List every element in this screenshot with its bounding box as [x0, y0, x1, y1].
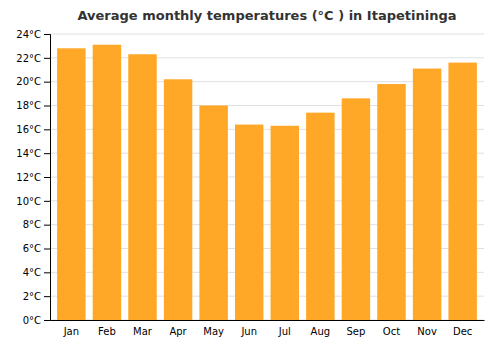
y-tick-label: 22°C: [16, 53, 41, 64]
y-tick-label: 14°C: [16, 148, 41, 159]
bars: [57, 45, 477, 320]
y-tick-label: 16°C: [16, 124, 41, 135]
y-tick-mark: [44, 82, 50, 83]
bar: [164, 79, 192, 320]
grid-line: [50, 34, 484, 35]
x-tick-label: Oct: [383, 326, 400, 337]
bar: [413, 69, 441, 320]
y-tick-mark: [44, 201, 50, 202]
y-tick-mark: [44, 177, 50, 178]
y-tick: 12°C: [16, 172, 50, 183]
title: Average monthly temperatures (°C ) in It…: [77, 8, 456, 23]
y-tick-mark: [44, 58, 50, 59]
y-tick-mark: [44, 153, 50, 154]
x-tick-label: Mar: [133, 326, 153, 337]
y-tick-mark: [44, 320, 50, 321]
x-axis: Jan Feb Mar Apr May Jun Jul Aug Sep Oct Nov Dec: [51, 321, 485, 338]
bar: [93, 45, 121, 320]
y-tick-label: 4°C: [23, 267, 41, 278]
bar: [199, 106, 227, 321]
x-tick: Apr: [169, 326, 187, 337]
plot: 0°C 2°C 4°C 6°C 8°C 10°C 12°C 14°C 16°C 18°C 20°C 2…: [16, 29, 484, 337]
y-tick: 2°C: [23, 291, 50, 302]
y-tick: 6°C: [23, 243, 50, 254]
x-tick-label: Jun: [240, 326, 257, 337]
y-tick: 0°C: [23, 315, 50, 326]
y-tick-label: 6°C: [23, 243, 41, 254]
bar: [57, 48, 85, 320]
y-tick: 16°C: [16, 124, 50, 135]
bar: [377, 84, 405, 320]
y-tick-label: 20°C: [16, 76, 41, 87]
y-tick-label: 0°C: [23, 315, 41, 326]
x-tick-label: Apr: [169, 326, 187, 337]
x-tick-label: Jan: [63, 326, 79, 337]
y-tick-mark: [44, 272, 50, 273]
bar: [306, 113, 334, 320]
bar: [128, 54, 156, 320]
x-tick: Feb: [98, 326, 116, 337]
y-tick: 10°C: [16, 196, 50, 207]
y-tick-label: 8°C: [23, 219, 41, 230]
x-tick: Mar: [133, 326, 153, 337]
x-tick-label: May: [203, 326, 224, 337]
y-axis: 0°C 2°C 4°C 6°C 8°C 10°C 12°C 14°C 16°C 18°C 20°C 2…: [16, 29, 50, 326]
y-tick-mark: [44, 225, 50, 226]
x-tick-label: Jul: [278, 326, 291, 337]
y-tick: 24°C: [16, 29, 50, 40]
x-tick: Aug: [311, 326, 331, 337]
y-axis-line: [44, 35, 51, 321]
y-tick-label: 12°C: [16, 172, 41, 183]
x-tick-label: Feb: [98, 326, 116, 337]
x-tick: Oct: [383, 326, 400, 337]
x-tick: Jun: [240, 326, 257, 337]
y-tick: 14°C: [16, 148, 50, 159]
y-tick: 20°C: [16, 76, 50, 87]
y-tick-label: 2°C: [23, 291, 41, 302]
x-tick-label: Sep: [347, 326, 366, 337]
bar: [342, 98, 370, 320]
y-tick-mark: [44, 249, 50, 250]
y-tick: 8°C: [23, 219, 50, 230]
y-tick-mark: [44, 129, 50, 130]
x-tick: May: [203, 326, 224, 337]
y-tick-label: 24°C: [16, 29, 41, 40]
y-tick-mark: [44, 296, 50, 297]
y-tick: 4°C: [23, 267, 50, 278]
x-tick-label: Nov: [417, 326, 437, 337]
x-tick: Dec: [453, 326, 472, 337]
x-tick: Jan: [63, 326, 79, 337]
y-tick: 18°C: [16, 100, 50, 111]
y-tick-mark: [44, 34, 50, 35]
x-tick-label: Dec: [453, 326, 472, 337]
x-tick: Sep: [347, 326, 366, 337]
y-tick: 22°C: [16, 53, 50, 64]
bar: [271, 126, 299, 320]
bar: [448, 63, 476, 320]
x-tick: Nov: [417, 326, 437, 337]
x-axis-line: [51, 320, 485, 321]
y-tick-label: 10°C: [16, 196, 41, 207]
bar: [235, 125, 263, 320]
y-tick-mark: [44, 106, 50, 107]
grid: [50, 34, 484, 320]
x-tick-label: Aug: [311, 326, 331, 337]
x-tick: Jul: [278, 326, 291, 337]
y-tick-label: 18°C: [16, 100, 41, 111]
chart: 0°C 2°C 4°C 6°C 8°C 10°C 12°C 14°C 16°C 18°C 20°C 2…: [0, 0, 500, 350]
